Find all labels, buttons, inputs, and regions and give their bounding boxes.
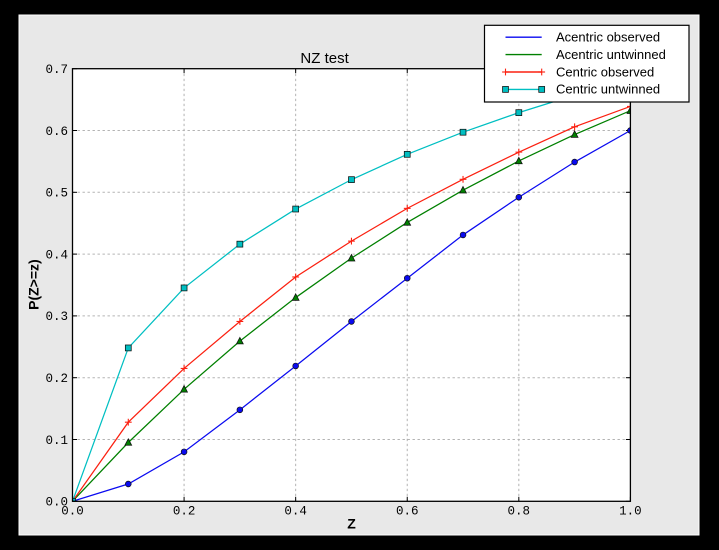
svg-text:0.6: 0.6 — [396, 505, 419, 519]
svg-text:0.7: 0.7 — [45, 63, 68, 77]
svg-text:0.2: 0.2 — [45, 372, 68, 386]
svg-text:0.5: 0.5 — [45, 187, 68, 201]
svg-text:0.1: 0.1 — [45, 434, 68, 448]
svg-text:Acentric observed: Acentric observed — [556, 30, 660, 45]
svg-text:Centric observed: Centric observed — [556, 64, 654, 79]
svg-text:0.6: 0.6 — [45, 125, 68, 139]
svg-text:P(Z>=z): P(Z>=z) — [26, 259, 42, 310]
svg-text:0.4: 0.4 — [45, 248, 68, 262]
svg-text:Centric untwinned: Centric untwinned — [556, 82, 660, 97]
svg-text:Z: Z — [347, 515, 356, 531]
svg-text:NZ test: NZ test — [300, 50, 349, 67]
svg-text:Acentric untwinned: Acentric untwinned — [556, 47, 666, 62]
svg-text:0.4: 0.4 — [284, 505, 307, 519]
svg-text:0.0: 0.0 — [45, 496, 68, 510]
svg-text:0.8: 0.8 — [508, 505, 531, 519]
svg-text:1.0: 1.0 — [619, 505, 642, 519]
svg-text:0.2: 0.2 — [173, 505, 196, 519]
svg-text:0.0: 0.0 — [61, 505, 84, 519]
svg-text:0.3: 0.3 — [45, 310, 68, 324]
